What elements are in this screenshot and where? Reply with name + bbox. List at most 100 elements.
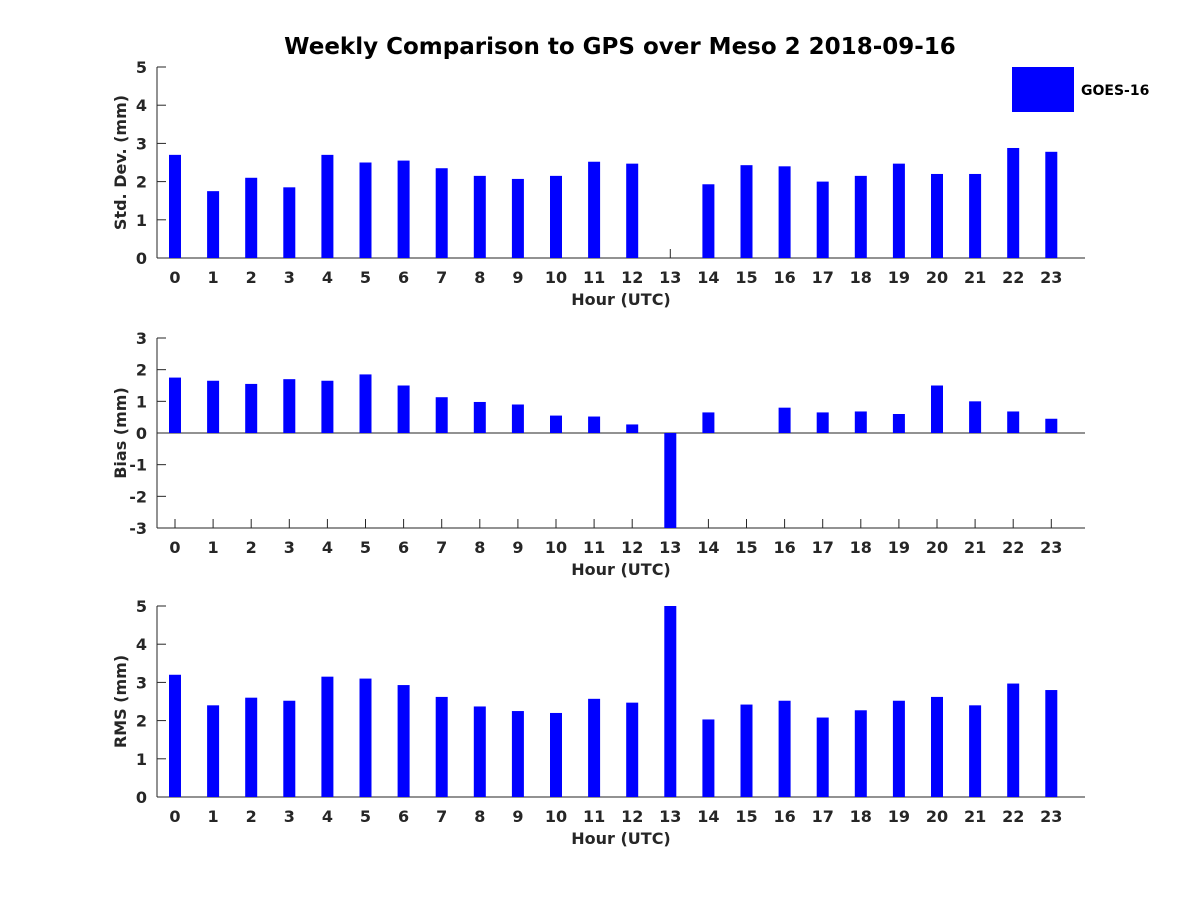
bar-20 — [931, 385, 943, 433]
x-tick-label: 12 — [621, 538, 643, 557]
x-tick-label: 16 — [773, 807, 795, 826]
x-tick-label: 15 — [735, 268, 757, 287]
bar-6 — [397, 160, 410, 258]
bar-7 — [435, 696, 448, 797]
bar-14 — [702, 184, 715, 258]
y-tick-label: 4 — [136, 96, 147, 115]
bar-16 — [778, 700, 791, 797]
x-tick-label: 7 — [436, 807, 447, 826]
bar-18 — [854, 175, 867, 258]
y-tick-label: 0 — [136, 249, 147, 268]
bar-13 — [664, 606, 677, 797]
x-tick-label: 14 — [697, 807, 719, 826]
y-tick-label: 0 — [136, 788, 147, 807]
x-tick-label: 4 — [322, 268, 333, 287]
x-tick-label: 17 — [812, 538, 834, 557]
x-tick-label: 21 — [964, 268, 986, 287]
bar-18 — [854, 411, 867, 433]
x-tick-label: 14 — [697, 268, 719, 287]
y-tick-label: 5 — [136, 597, 147, 616]
bar-4 — [321, 154, 334, 258]
y-tick-label: -2 — [129, 487, 147, 506]
legend-swatch — [1012, 67, 1074, 112]
bar-8 — [473, 175, 486, 258]
x-tick-label: 1 — [208, 268, 219, 287]
x-tick-label: 13 — [659, 268, 681, 287]
bar-1 — [207, 191, 220, 258]
x-tick-label: 4 — [322, 807, 333, 826]
bar-0 — [169, 377, 181, 433]
bar-2 — [245, 697, 258, 797]
x-tick-label: 15 — [735, 807, 757, 826]
x-tick-label: 0 — [169, 268, 180, 287]
x-tick-label: 13 — [659, 538, 681, 557]
bar-0 — [169, 674, 181, 797]
x-tick-label: 2 — [246, 538, 257, 557]
x-tick-label: 12 — [621, 268, 643, 287]
x-tick-label: 15 — [735, 538, 757, 557]
x-axis-label: Hour (UTC) — [571, 290, 671, 309]
x-tick-label: 6 — [398, 807, 409, 826]
x-tick-label: 6 — [398, 268, 409, 287]
bar-15 — [740, 704, 753, 797]
bar-9 — [511, 178, 524, 258]
y-tick-label: 2 — [136, 361, 147, 380]
y-axis-label: Std. Dev. (mm) — [111, 95, 130, 230]
bar-22 — [1007, 683, 1020, 797]
bar-12 — [626, 424, 639, 433]
x-tick-label: 3 — [284, 538, 295, 557]
bar-11 — [588, 416, 601, 433]
y-tick-label: 4 — [136, 635, 147, 654]
x-tick-label: 22 — [1002, 268, 1024, 287]
bar-5 — [359, 678, 372, 797]
x-tick-label: 14 — [697, 538, 719, 557]
bar-16 — [778, 166, 791, 258]
x-tick-label: 5 — [360, 807, 371, 826]
x-tick-label: 23 — [1040, 268, 1062, 287]
bar-13 — [664, 433, 677, 528]
x-tick-label: 18 — [850, 268, 872, 287]
x-tick-label: 20 — [926, 538, 948, 557]
bar-3 — [283, 700, 296, 797]
x-tick-label: 13 — [659, 807, 681, 826]
bar-12 — [626, 163, 639, 258]
y-tick-label: 1 — [136, 392, 147, 411]
x-tick-label: 20 — [926, 268, 948, 287]
bar-12 — [626, 702, 639, 797]
bar-22 — [1007, 147, 1020, 258]
x-tick-label: 18 — [850, 807, 872, 826]
x-tick-label: 2 — [246, 268, 257, 287]
bar-19 — [892, 414, 905, 433]
bar-7 — [435, 397, 448, 433]
chart-title: Weekly Comparison to GPS over Meso 2 201… — [284, 34, 956, 60]
x-tick-label: 7 — [436, 268, 447, 287]
y-tick-label: 3 — [136, 329, 147, 348]
bar-16 — [778, 407, 791, 433]
x-tick-label: 11 — [583, 807, 605, 826]
x-tick-label: 1 — [208, 807, 219, 826]
y-tick-label: 2 — [136, 173, 147, 192]
bar-21 — [969, 173, 982, 258]
y-tick-label: 3 — [136, 673, 147, 692]
x-tick-label: 1 — [208, 538, 219, 557]
bar-22 — [1007, 411, 1020, 433]
bar-19 — [892, 163, 905, 258]
bar-21 — [969, 705, 982, 797]
x-tick-label: 11 — [583, 538, 605, 557]
bar-1 — [207, 380, 220, 433]
x-tick-label: 8 — [474, 538, 485, 557]
x-tick-label: 0 — [169, 807, 180, 826]
x-tick-label: 9 — [512, 268, 523, 287]
bar-10 — [550, 175, 562, 258]
x-tick-label: 5 — [360, 538, 371, 557]
x-tick-label: 19 — [888, 268, 910, 287]
x-tick-label: 16 — [773, 268, 795, 287]
x-tick-label: 6 — [398, 538, 409, 557]
x-tick-label: 23 — [1040, 807, 1062, 826]
bar-8 — [473, 706, 486, 797]
y-axis-label: Bias (mm) — [111, 387, 130, 479]
